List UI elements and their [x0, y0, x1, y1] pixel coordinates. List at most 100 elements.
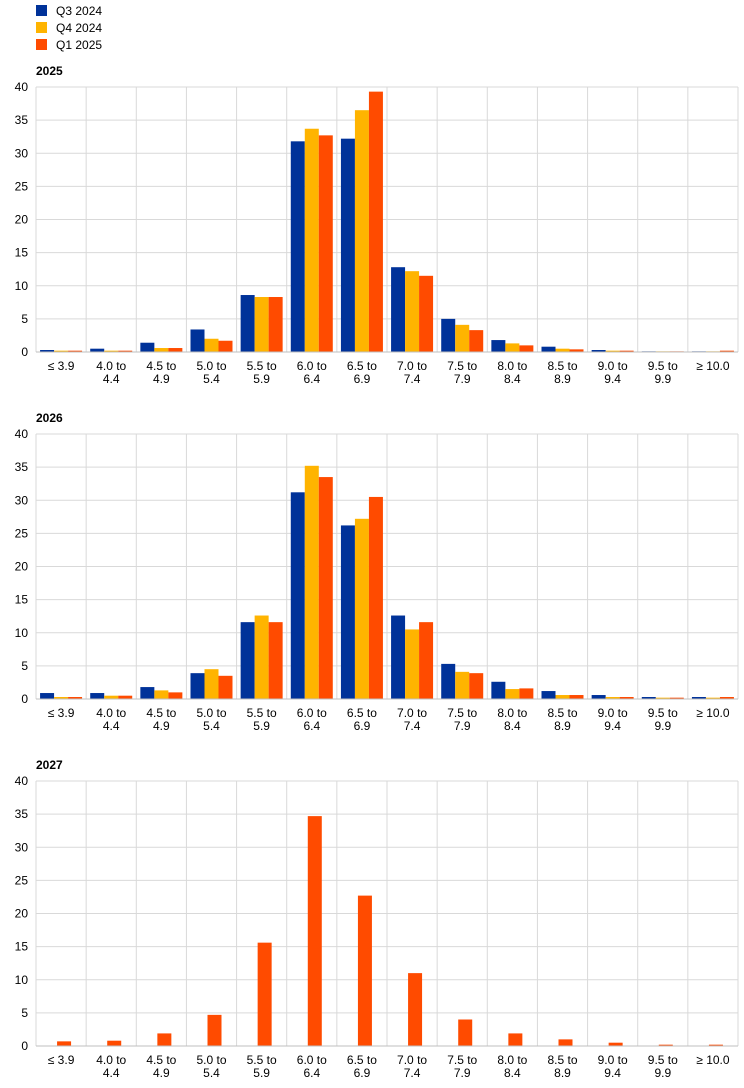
bar	[419, 275, 434, 352]
x-tick-label: ≤ 3.9	[48, 359, 75, 373]
legend-label: Q3 2024	[56, 3, 103, 18]
bar	[207, 1014, 222, 1046]
bar	[290, 492, 305, 699]
bar	[405, 271, 420, 352]
bar	[569, 695, 584, 699]
x-tick-label: 4.0 to 4.4	[96, 1053, 126, 1080]
bar	[154, 348, 169, 352]
bar	[508, 1033, 523, 1046]
x-tick-label: 6.5 to 6.9	[347, 359, 377, 386]
y-tick-label: 25	[15, 526, 29, 540]
y-tick-label: 35	[15, 460, 29, 474]
legend-swatch	[36, 22, 47, 33]
y-tick-label: 15	[15, 940, 29, 954]
bar	[458, 1019, 473, 1046]
bar	[368, 496, 383, 699]
bar	[555, 695, 570, 699]
y-tick-label: 35	[15, 807, 29, 821]
bar	[107, 1040, 122, 1046]
x-tick-label: ≥ 10.0	[696, 1053, 730, 1067]
y-tick-label: 15	[15, 593, 29, 607]
bar	[218, 675, 233, 699]
bar	[68, 697, 83, 699]
bar	[304, 465, 319, 699]
bar	[54, 697, 69, 699]
y-tick-label: 5	[21, 312, 28, 326]
bar	[491, 681, 506, 699]
x-tick-label: ≥ 10.0	[696, 706, 730, 720]
bar	[168, 348, 183, 352]
bar	[57, 1041, 72, 1046]
x-tick-label: 6.5 to 6.9	[347, 1053, 377, 1080]
y-tick-label: 25	[15, 873, 29, 887]
legend-label: Q1 2025	[56, 37, 103, 52]
bar	[68, 350, 83, 352]
bar	[391, 267, 406, 352]
bar	[318, 477, 333, 699]
bar	[157, 1033, 172, 1046]
bar	[240, 622, 255, 699]
x-tick-label: 8.0 to 8.4	[497, 359, 527, 386]
x-tick-label: 5.5 to 5.9	[247, 1053, 277, 1080]
bar	[441, 663, 456, 699]
bar	[519, 688, 534, 699]
x-tick-label: 5.0 to 5.4	[196, 359, 226, 386]
y-tick-label: 0	[21, 692, 28, 706]
bar	[40, 350, 55, 352]
bar	[469, 673, 484, 699]
x-tick-label: 4.5 to 4.9	[146, 706, 176, 733]
x-tick-label: 5.0 to 5.4	[196, 706, 226, 733]
bar	[455, 324, 470, 352]
legend-swatch	[36, 39, 47, 50]
x-tick-label: ≤ 3.9	[48, 706, 75, 720]
chart-2026: 0 5 10 15 20 25 30 35 40 ≤ 3.9 4.0 to 4.4 4.5 to 4.9 5…	[15, 427, 739, 733]
x-tick-label: 6.0 to 6.4	[297, 359, 327, 386]
bar	[257, 942, 272, 1046]
x-tick-label: 9.5 to 9.9	[648, 706, 678, 733]
y-tick-label: 30	[15, 146, 29, 160]
bar	[354, 110, 369, 352]
bar	[340, 525, 355, 699]
bar	[669, 697, 684, 699]
x-tick-label: 7.0 to 7.4	[397, 706, 427, 733]
x-tick-label: 7.0 to 7.4	[397, 359, 427, 386]
bar	[519, 345, 534, 352]
x-tick-label: 4.0 to 4.4	[96, 359, 126, 386]
legend-item: Q3 2024	[36, 2, 102, 19]
bar	[118, 350, 133, 352]
x-tick-label: 9.5 to 9.9	[648, 1053, 678, 1080]
bar	[555, 348, 570, 352]
bar	[591, 695, 606, 699]
bar	[708, 1044, 723, 1046]
bar	[441, 318, 456, 352]
bar	[90, 348, 105, 352]
x-tick-label: 4.5 to 4.9	[146, 359, 176, 386]
chart-2025: 0 5 10 15 20 25 30 35 40 ≤ 3.9 4.0 to 4.4 4.5 to 4.9 5…	[15, 80, 739, 386]
legend-swatch	[36, 5, 47, 16]
x-tick-label: 7.5 to 7.9	[447, 359, 477, 386]
bar	[641, 697, 656, 699]
bar	[54, 350, 69, 352]
bar	[268, 622, 283, 699]
x-tick-label: 8.0 to 8.4	[497, 1053, 527, 1080]
y-tick-label: 35	[15, 113, 29, 127]
bar	[691, 697, 706, 699]
legend-item: Q4 2024	[36, 19, 102, 36]
bar	[254, 297, 269, 352]
y-tick-label: 40	[15, 774, 29, 788]
legend: Q3 2024 Q4 2024 Q1 2025	[36, 2, 102, 53]
x-tick-label: ≥ 10.0	[696, 359, 730, 373]
y-tick-label: 5	[21, 1006, 28, 1020]
bar	[204, 669, 219, 699]
bar	[218, 340, 233, 352]
bar	[190, 329, 205, 352]
bar	[140, 687, 155, 699]
panel-title-2025: 2025	[36, 64, 63, 78]
x-tick-label: 9.5 to 9.9	[648, 359, 678, 386]
x-tick-label: 4.5 to 4.9	[146, 1053, 176, 1080]
bar	[419, 622, 434, 699]
bar	[491, 340, 506, 352]
x-tick-label: 9.0 to 9.4	[598, 1053, 628, 1080]
bar	[357, 895, 372, 1046]
bar	[605, 697, 620, 699]
